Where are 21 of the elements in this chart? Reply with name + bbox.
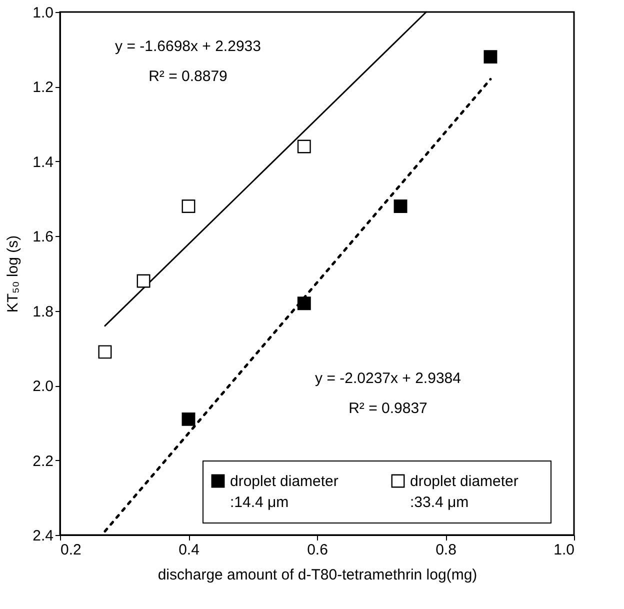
y-axis-title: KT₅₀ log (s) (4, 235, 22, 313)
x-tick-label: 0.4 (178, 542, 200, 558)
annotation: R² = 0.9837 (348, 400, 428, 417)
y-tick-label: 2.2 (32, 452, 54, 470)
y-tick-label: 1.8 (32, 303, 54, 320)
annotation: y = -2.0237x + 2.9384 (315, 370, 461, 387)
annotation: R² = 0.8879 (148, 68, 228, 85)
y-tick-label: 1.0 (32, 4, 54, 22)
y-tick-label: 1.2 (32, 79, 54, 96)
annotation: y = -1.6698x + 2.2933 (115, 38, 261, 55)
y-tick-label: 2.4 (32, 528, 54, 544)
y-tick-label: 1.4 (32, 154, 54, 171)
x-tick-label: 0.6 (307, 542, 328, 558)
legend-label: droplet diameter :33.4 μm (410, 473, 518, 511)
legend-label: droplet diameter :14.4 μm (230, 473, 338, 511)
x-tick-label: 0.2 (60, 542, 82, 558)
x-tick-label: 1.0 (554, 542, 574, 558)
x-axis-title: discharge amount of d-T80-tetramethrin log(mg) (158, 566, 478, 584)
y-tick-label: 2.0 (32, 378, 54, 396)
x-tick-label: 0.8 (436, 542, 456, 558)
y-tick-label: 1.6 (32, 228, 54, 246)
